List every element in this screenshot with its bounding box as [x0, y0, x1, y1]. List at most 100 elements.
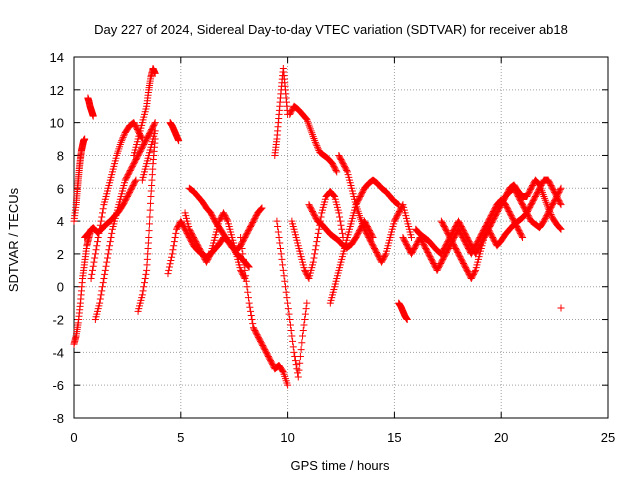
y-tick-label: 2	[57, 247, 64, 262]
x-tick-label: 15	[387, 430, 401, 445]
data-point	[315, 225, 323, 233]
data-point	[141, 275, 149, 283]
data-point	[238, 244, 246, 252]
data-point	[99, 279, 107, 287]
data-point	[237, 234, 245, 241]
data-point	[557, 225, 565, 233]
data-point	[164, 270, 172, 278]
data-point	[518, 232, 526, 240]
data-point	[118, 135, 126, 143]
data-point	[407, 234, 415, 241]
data-point	[290, 348, 298, 356]
data-point	[96, 295, 104, 303]
data-point	[120, 132, 128, 140]
data-point	[288, 332, 296, 340]
data-point	[244, 262, 252, 270]
data-point	[304, 273, 312, 281]
data-point	[287, 326, 295, 334]
data-point	[146, 213, 154, 221]
data-point	[138, 291, 146, 299]
data-point	[96, 225, 104, 233]
series-arc-26	[497, 176, 565, 233]
data-point	[88, 270, 96, 278]
data-point	[117, 138, 125, 146]
data-point	[242, 272, 250, 280]
data-point	[145, 227, 153, 235]
data-point	[333, 168, 341, 176]
data-point	[171, 234, 179, 241]
y-tick-label: 0	[57, 280, 64, 295]
data-point	[313, 142, 321, 150]
y-tick-label: -8	[52, 411, 64, 426]
data-point	[168, 253, 176, 261]
data-point	[151, 69, 159, 77]
data-point	[556, 186, 564, 194]
plot-frame	[73, 56, 609, 419]
data-point	[283, 294, 291, 302]
x-axis-label: GPS time / hours	[291, 458, 390, 473]
data-point	[403, 316, 411, 324]
data-point	[139, 287, 147, 295]
data-point	[146, 206, 154, 214]
data-point	[279, 367, 287, 375]
x-tick-label: 20	[494, 430, 508, 445]
data-point	[257, 206, 265, 214]
data-point	[313, 238, 321, 246]
data-point	[244, 288, 252, 296]
data-point	[94, 234, 102, 241]
data-point	[99, 205, 107, 213]
data-point	[241, 266, 249, 274]
data-point	[280, 272, 288, 280]
series-arc-14	[237, 234, 292, 389]
data-point	[169, 246, 177, 254]
data-point	[295, 366, 303, 374]
data-point	[303, 299, 311, 307]
data-point	[557, 304, 565, 312]
data-point	[245, 299, 253, 307]
data-point	[165, 263, 173, 271]
data-point	[381, 251, 389, 259]
data-point	[546, 209, 554, 217]
data-point	[332, 166, 340, 174]
data-point	[239, 255, 247, 263]
data-point	[249, 320, 257, 328]
y-tick-label: 6	[57, 181, 64, 196]
data-point	[98, 287, 106, 295]
data-point	[311, 246, 319, 254]
data-point	[471, 268, 479, 276]
data-point	[311, 138, 319, 146]
data-point	[132, 176, 140, 184]
y-tick-label: 4	[57, 214, 64, 229]
data-point	[296, 352, 304, 360]
data-point	[103, 258, 111, 266]
data-point	[87, 275, 95, 283]
data-point	[90, 258, 98, 266]
data-point	[274, 223, 282, 231]
data-point	[276, 244, 284, 252]
data-point	[294, 373, 302, 381]
y-tick-label: 10	[50, 116, 64, 131]
series-arc-03	[84, 94, 97, 120]
data-point	[302, 305, 310, 313]
data-point	[314, 145, 322, 153]
data-point	[142, 270, 150, 278]
data-point	[301, 114, 309, 122]
data-point	[343, 166, 351, 174]
data-point	[286, 316, 294, 324]
data-point	[165, 266, 173, 274]
data-point	[274, 228, 282, 236]
data-point	[170, 238, 178, 246]
data-point	[314, 234, 322, 241]
data-point	[89, 112, 97, 120]
data-point	[147, 199, 155, 207]
series-arc-20	[326, 176, 403, 307]
data-point	[104, 250, 112, 258]
data-point	[96, 221, 104, 229]
data-point	[557, 201, 565, 209]
data-point	[245, 263, 253, 271]
data-point	[311, 250, 319, 258]
data-point	[336, 213, 344, 221]
data-point	[289, 337, 297, 345]
series-arc-04	[81, 176, 140, 241]
data-point	[330, 192, 338, 200]
